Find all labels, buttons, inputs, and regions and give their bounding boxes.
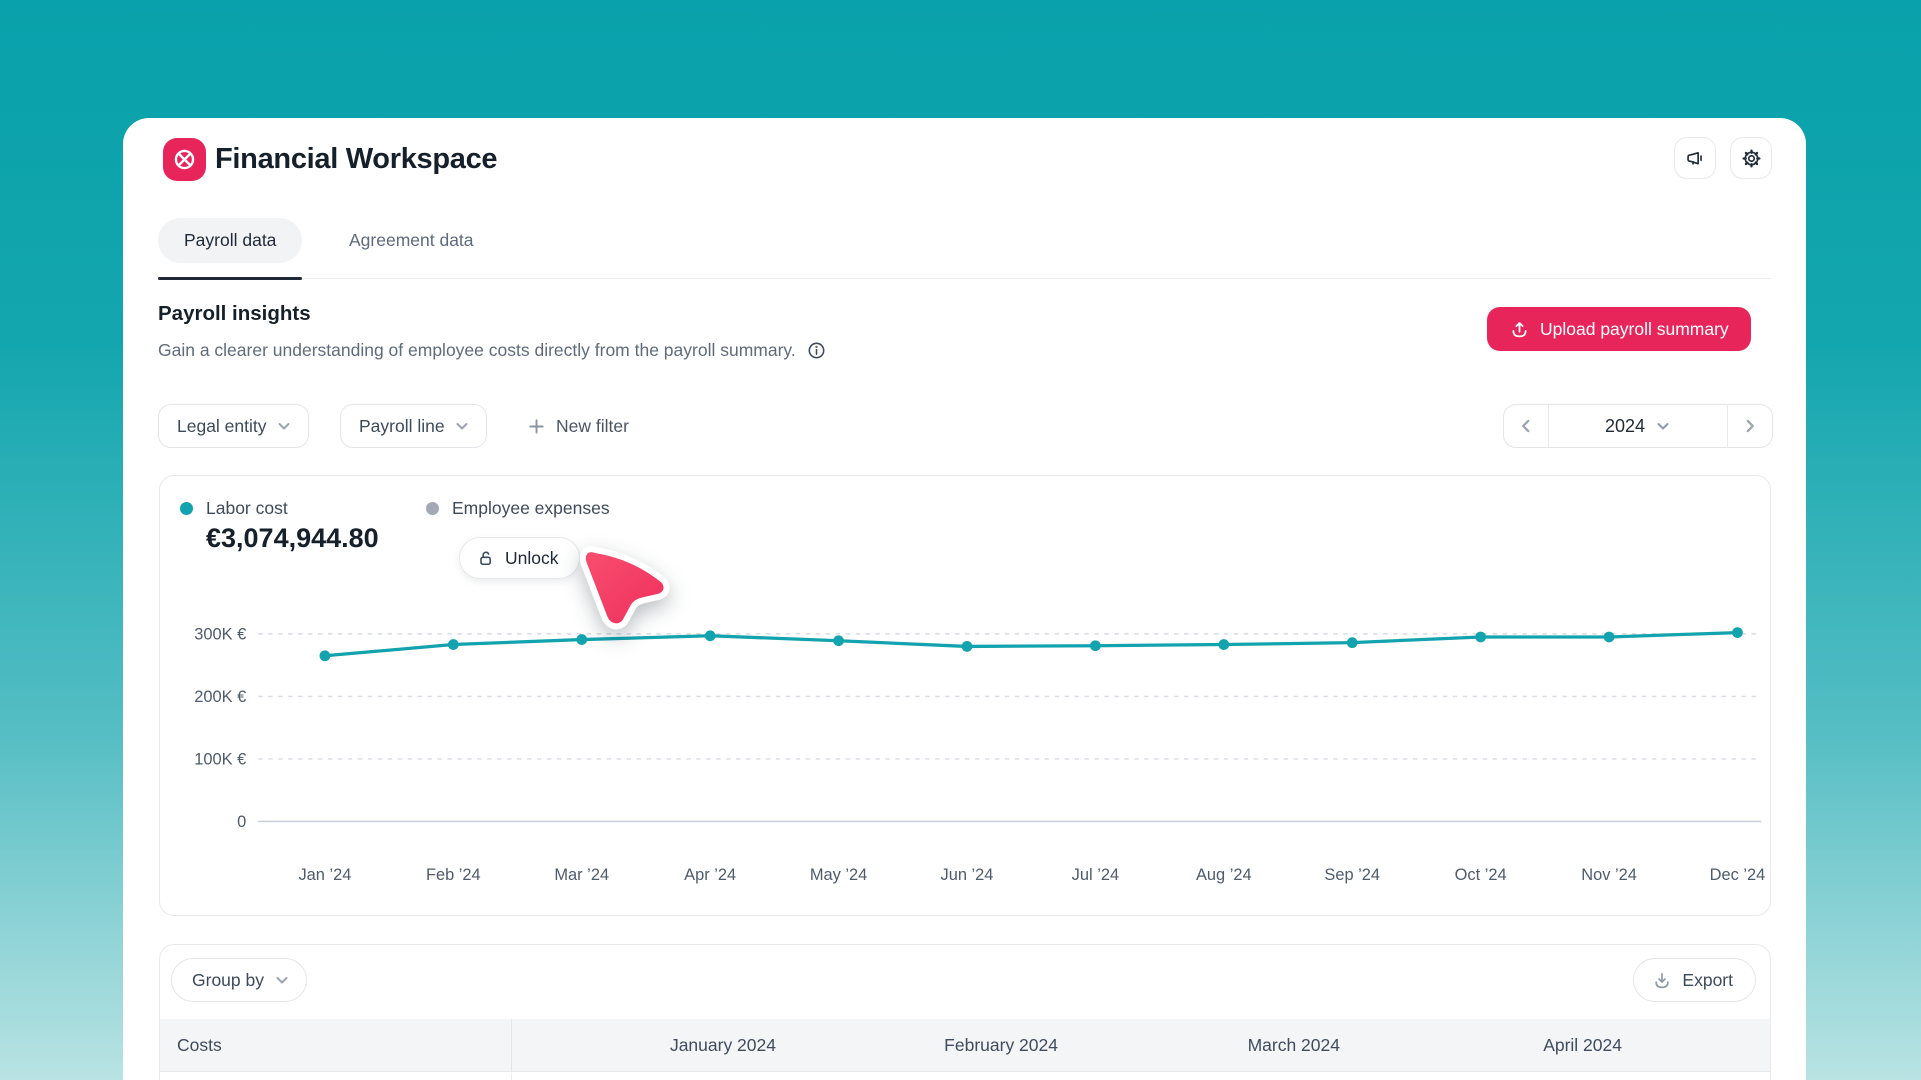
svg-text:Nov ’24: Nov ’24 — [1581, 866, 1637, 884]
table-header-row: Costs January 2024 February 2024 March 2… — [160, 1019, 1770, 1072]
chevron-down-icon — [454, 418, 470, 434]
column-header-april: April 2024 — [1543, 1034, 1622, 1055]
payroll-chart: 300K € 200K € 100K € 0 Jan ’24 Feb ’24 Mar ’24… — [194, 625, 1766, 884]
svg-text:Apr ’24: Apr ’24 — [684, 866, 736, 884]
employee-expenses-label: Employee expenses — [452, 498, 610, 518]
column-header-march: March 2024 — [1247, 1034, 1340, 1055]
gear-icon — [1741, 148, 1762, 169]
costs-table-card: Group by Export — [159, 944, 1771, 1080]
previous-year-button[interactable] — [1504, 405, 1548, 447]
chevron-right-icon — [1741, 417, 1759, 435]
export-button-label: Export — [1682, 969, 1733, 990]
info-icon[interactable] — [806, 340, 827, 361]
column-header-february: February 2024 — [944, 1034, 1058, 1055]
year-dropdown[interactable]: 2024 — [1548, 405, 1728, 447]
tab-bar: Payroll data Agreement data — [158, 216, 1771, 280]
year-navigator: 2024 — [1503, 404, 1773, 448]
svg-text:Jun ’24: Jun ’24 — [941, 866, 994, 884]
financial-workspace-card: Financial Workspace — [123, 118, 1806, 1080]
svg-text:300K €: 300K € — [194, 625, 246, 643]
svg-text:Aug ’24: Aug ’24 — [1196, 866, 1252, 884]
table-toolbar: Group by Export — [160, 945, 1770, 1018]
legend-labor-cost: Labor cost — [180, 498, 288, 519]
tab-payroll-data[interactable]: Payroll data — [158, 218, 303, 263]
labor-cost-value: €3,074,944.80 — [206, 523, 379, 553]
labor-cost-label: Labor cost — [206, 498, 288, 518]
section-description-text: Gain a clearer understanding of employee… — [158, 340, 796, 360]
svg-text:Oct ’24: Oct ’24 — [1455, 866, 1507, 884]
settings-button[interactable] — [1730, 137, 1772, 179]
svg-text:Sep ’24: Sep ’24 — [1324, 866, 1380, 884]
svg-text:May ’24: May ’24 — [810, 866, 867, 884]
plus-icon — [527, 417, 546, 436]
tab-agreement-data-label: Agreement data — [349, 230, 474, 250]
unlock-button-label: Unlock — [505, 547, 559, 568]
year-value: 2024 — [1604, 415, 1646, 436]
svg-text:Mar ’24: Mar ’24 — [554, 866, 609, 884]
export-button[interactable]: Export — [1633, 958, 1756, 1002]
column-header-january: January 2024 — [669, 1034, 776, 1055]
announcements-button[interactable] — [1674, 137, 1716, 179]
chevron-down-icon — [1655, 418, 1671, 434]
megaphone-icon — [1685, 148, 1706, 169]
upload-button-label: Upload payroll summary — [1540, 318, 1729, 339]
svg-text:Feb ’24: Feb ’24 — [426, 866, 481, 884]
svg-text:0: 0 — [237, 813, 246, 831]
chevron-down-icon — [276, 418, 292, 434]
payroll-line-label: Payroll line — [359, 415, 445, 436]
svg-text:100K €: 100K € — [194, 750, 246, 768]
new-filter-button[interactable]: New filter — [527, 404, 629, 448]
group-by-dropdown[interactable]: Group by — [171, 958, 307, 1002]
upload-payroll-summary-button[interactable]: Upload payroll summary — [1487, 307, 1751, 351]
section-title: Payroll insights — [158, 302, 311, 325]
next-year-button[interactable] — [1728, 405, 1772, 447]
section-description: Gain a clearer understanding of employee… — [158, 340, 827, 361]
chevron-down-icon — [274, 972, 290, 988]
labor-cost-dot-icon — [180, 502, 193, 515]
upload-icon — [1509, 319, 1530, 340]
svg-text:200K €: 200K € — [194, 688, 246, 706]
tab-payroll-data-label: Payroll data — [184, 230, 277, 250]
active-tab-indicator — [158, 277, 302, 280]
payroll-line-filter[interactable]: Payroll line — [340, 404, 487, 448]
column-header-costs: Costs — [160, 1019, 512, 1071]
legal-entity-filter[interactable]: Legal entity — [158, 404, 309, 448]
cursor-pointer-icon — [579, 546, 670, 630]
legend-employee-expenses: Employee expenses — [426, 498, 610, 519]
legal-entity-label: Legal entity — [177, 415, 267, 436]
chevron-left-icon — [1517, 417, 1535, 435]
new-filter-label: New filter — [556, 415, 629, 436]
svg-text:Jul ’24: Jul ’24 — [1072, 866, 1119, 884]
group-by-label: Group by — [192, 969, 264, 990]
padlock-open-icon — [476, 548, 496, 568]
payroll-chart-card: 300K € 200K € 100K € 0 Jan ’24 Feb ’24 Mar ’24… — [159, 475, 1771, 916]
employee-expenses-dot-icon — [426, 502, 439, 515]
download-icon — [1652, 970, 1672, 990]
svg-text:Jan ’24: Jan ’24 — [298, 866, 351, 884]
table-row — [160, 1073, 1770, 1080]
unlock-button[interactable]: Unlock — [459, 537, 580, 579]
page-title: Financial Workspace — [215, 143, 498, 175]
tab-agreement-data[interactable]: Agreement data — [323, 218, 500, 263]
app-logo-icon — [163, 138, 206, 181]
svg-text:Dec ’24: Dec ’24 — [1710, 866, 1766, 884]
